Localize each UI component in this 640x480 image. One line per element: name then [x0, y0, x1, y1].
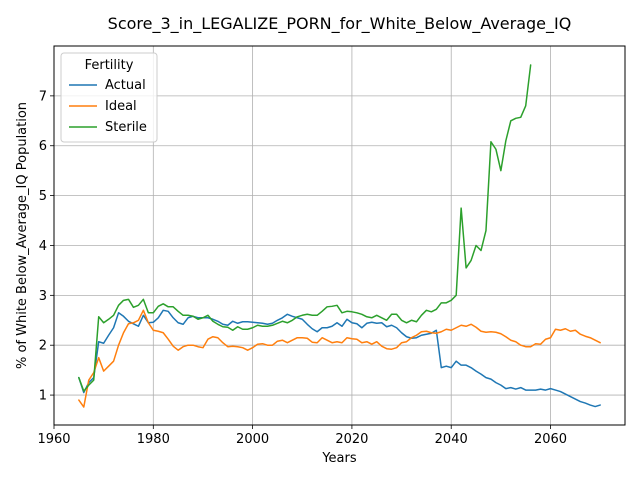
- x-tick-label: 2020: [335, 432, 368, 447]
- series-line-sterile: [78, 64, 532, 392]
- legend-label-sterile: Sterile: [105, 120, 147, 135]
- y-tick-label: 7: [39, 89, 47, 104]
- legend-label-ideal: Ideal: [105, 99, 137, 114]
- grid: [53, 46, 625, 425]
- legend: Fertility Actual Ideal Sterile: [60, 52, 158, 143]
- x-tick-label: 2060: [534, 432, 567, 447]
- x-tick-label: 1960: [37, 432, 70, 447]
- x-axis: 1960 1980 2000 2020 2040 2060: [37, 425, 567, 447]
- series-layer: [78, 64, 601, 408]
- legend-items: Actual Ideal Sterile: [69, 78, 147, 135]
- x-tick-label: 1980: [137, 432, 170, 447]
- y-axis-label: % of White Below_Average_IQ Population: [15, 102, 30, 369]
- y-tick-label: 4: [39, 239, 47, 254]
- chart-title: Score_3_in_LEGALIZE_PORN_for_White_Below…: [108, 14, 572, 34]
- y-tick-label: 2: [39, 339, 47, 354]
- legend-box: [60, 52, 158, 143]
- y-tick-label: 5: [39, 189, 47, 204]
- legend-label-actual: Actual: [105, 78, 146, 93]
- x-tick-label: 2040: [435, 432, 468, 447]
- series-line-actual: [78, 309, 601, 408]
- y-tick-label: 3: [39, 289, 47, 304]
- plot-frame: [53, 45, 626, 426]
- y-axis: 1 2 3 4 5 6 7: [39, 89, 54, 404]
- y-tick-label: 1: [39, 389, 47, 404]
- x-tick-label: 2000: [236, 432, 269, 447]
- y-tick-label: 6: [39, 139, 47, 154]
- legend-title: Fertility: [85, 58, 134, 73]
- x-axis-label: Years: [321, 451, 357, 466]
- series-line-ideal: [78, 309, 601, 408]
